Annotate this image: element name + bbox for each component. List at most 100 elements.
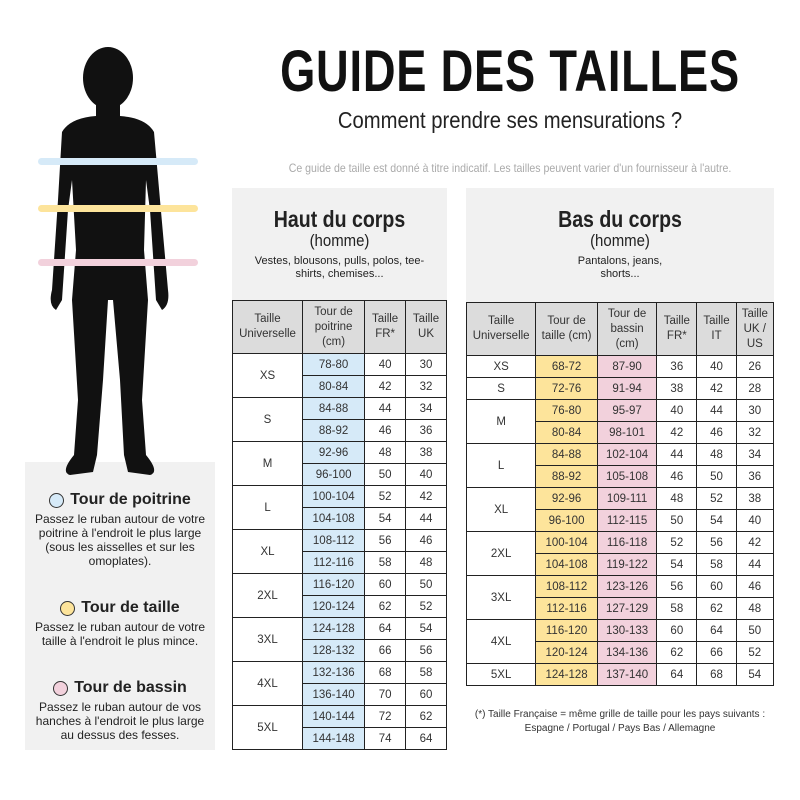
table-row: 88-92 105-108 46 50 36	[467, 465, 775, 488]
value-cell: 52	[405, 595, 447, 618]
value-cell: 44	[364, 397, 407, 420]
value-cell: 60	[656, 619, 698, 642]
value-cell: 46	[405, 529, 447, 552]
value-cell: 92-96	[535, 487, 598, 510]
top-size-table: Taille Universelle Tour de poitrine (cm) T…	[231, 300, 447, 750]
legend: Tour de poitrine Passez le ruban autour d…	[25, 490, 215, 742]
value-cell: 58	[696, 553, 737, 576]
value-cell: 62	[656, 641, 698, 664]
value-cell: 60	[364, 573, 407, 596]
value-cell: 128-132	[302, 639, 366, 662]
value-cell: 108-112	[535, 575, 598, 598]
table-row: 3XL 108-112 123-126 56 60 46	[465, 575, 775, 620]
value-cell: 48	[656, 487, 698, 510]
column-header: Taille Universelle	[465, 302, 537, 356]
value-cell: 56	[364, 529, 407, 552]
bottom-title: Bas du corps	[558, 206, 682, 232]
bottom-sub: (homme)	[590, 231, 650, 250]
value-cell: 92-96	[302, 441, 366, 464]
value-cell: 108-112	[302, 529, 366, 552]
value-cell: 76-80	[535, 399, 598, 422]
value-cell: 40	[405, 463, 447, 486]
value-cell: 48	[405, 551, 447, 574]
value-cell: 48	[735, 597, 775, 620]
size-cell: XL	[231, 529, 304, 574]
value-cell: 44	[735, 553, 775, 576]
table-row: M 92-96 48 38	[231, 441, 447, 486]
size-cell: M	[231, 441, 304, 486]
column-header: Taille Universelle	[231, 300, 304, 354]
value-cell: 30	[405, 353, 447, 376]
value-cell: 54	[405, 617, 447, 640]
value-cell: 98-101	[596, 421, 658, 444]
value-cell: 28	[735, 377, 775, 400]
value-cell: 46	[364, 419, 407, 442]
size-cell: 2XL	[231, 573, 304, 618]
value-cell: 88-92	[302, 419, 366, 442]
table-row: 104-108 54 44	[233, 507, 447, 530]
value-cell: 46	[656, 465, 698, 488]
legend-item: Tour de bassin Passez le ruban autour de …	[25, 678, 215, 742]
value-cell: 54	[656, 553, 698, 576]
value-cell: 44	[696, 399, 737, 422]
table-row: S 72-76 91-94 38 42 28	[465, 377, 775, 400]
value-cell: 34	[735, 443, 775, 466]
chest-band	[38, 158, 198, 165]
table-row: 4XL 116-120 130-133 60 64 50	[465, 619, 775, 664]
color-dot-icon	[49, 492, 65, 508]
value-cell: 58	[364, 551, 407, 574]
value-cell: 44	[656, 443, 698, 466]
page-title: GUIDE DES TAILLES	[280, 39, 740, 104]
table-row: 104-108 119-122 54 58 44	[467, 553, 775, 576]
size-cell: XS	[231, 353, 304, 398]
value-cell: 112-116	[535, 597, 598, 620]
bottom-header: Bas du corps (homme) Pantalons, jeans, s…	[466, 188, 774, 302]
table-row: 80-84 98-101 42 46 32	[467, 421, 775, 444]
value-cell: 40	[696, 355, 737, 378]
value-cell: 116-120	[535, 619, 598, 642]
bottom-size-table: Taille Universelle Tour de taille (cm) Tou…	[465, 302, 775, 686]
value-cell: 58	[405, 661, 447, 684]
value-cell: 50	[735, 619, 775, 642]
size-cell: 2XL	[465, 531, 537, 576]
table-row: 5XL 140-144 72 62	[231, 705, 447, 750]
value-cell: 130-133	[596, 619, 658, 642]
header-row: Taille Universelle Tour de taille (cm) Tou…	[465, 302, 775, 356]
table-row: M 76-80 95-97 40 44 30	[465, 399, 775, 444]
value-cell: 26	[735, 355, 775, 378]
color-dot-icon	[60, 600, 76, 616]
size-cell: XL	[465, 487, 537, 532]
value-cell: 120-124	[535, 641, 598, 664]
value-cell: 48	[696, 443, 737, 466]
value-cell: 42	[364, 375, 407, 398]
value-cell: 127-129	[596, 597, 658, 620]
value-cell: 36	[656, 355, 698, 378]
table-row: 96-100 112-115 50 54 40	[467, 509, 775, 532]
legend-text: Passez le ruban autour de votre taille à…	[34, 620, 206, 648]
value-cell: 34	[405, 397, 447, 420]
column-header: Taille IT	[696, 302, 737, 356]
size-cell: L	[231, 485, 304, 530]
column-header: Taille FR*	[656, 302, 698, 356]
value-cell: 58	[656, 597, 698, 620]
value-cell: 62	[405, 705, 447, 728]
table-row: L 100-104 52 42	[231, 485, 447, 530]
value-cell: 68	[364, 661, 407, 684]
value-cell: 140-144	[302, 705, 366, 728]
value-cell: 56	[656, 575, 698, 598]
size-cell: S	[465, 377, 537, 400]
top-title: Haut du corps	[273, 206, 406, 232]
value-cell: 64	[405, 727, 447, 750]
value-cell: 32	[735, 421, 775, 444]
value-cell: 70	[364, 683, 407, 706]
page-subtitle: Comment prendre ses mensurations ?	[337, 107, 683, 133]
value-cell: 42	[696, 377, 737, 400]
value-cell: 40	[735, 509, 775, 532]
value-cell: 52	[735, 641, 775, 664]
value-cell: 60	[696, 575, 737, 598]
value-cell: 68	[696, 663, 737, 686]
value-cell: 72	[364, 705, 407, 728]
color-dot-icon	[53, 680, 69, 696]
size-cell: 4XL	[465, 619, 537, 664]
value-cell: 116-118	[596, 531, 658, 554]
